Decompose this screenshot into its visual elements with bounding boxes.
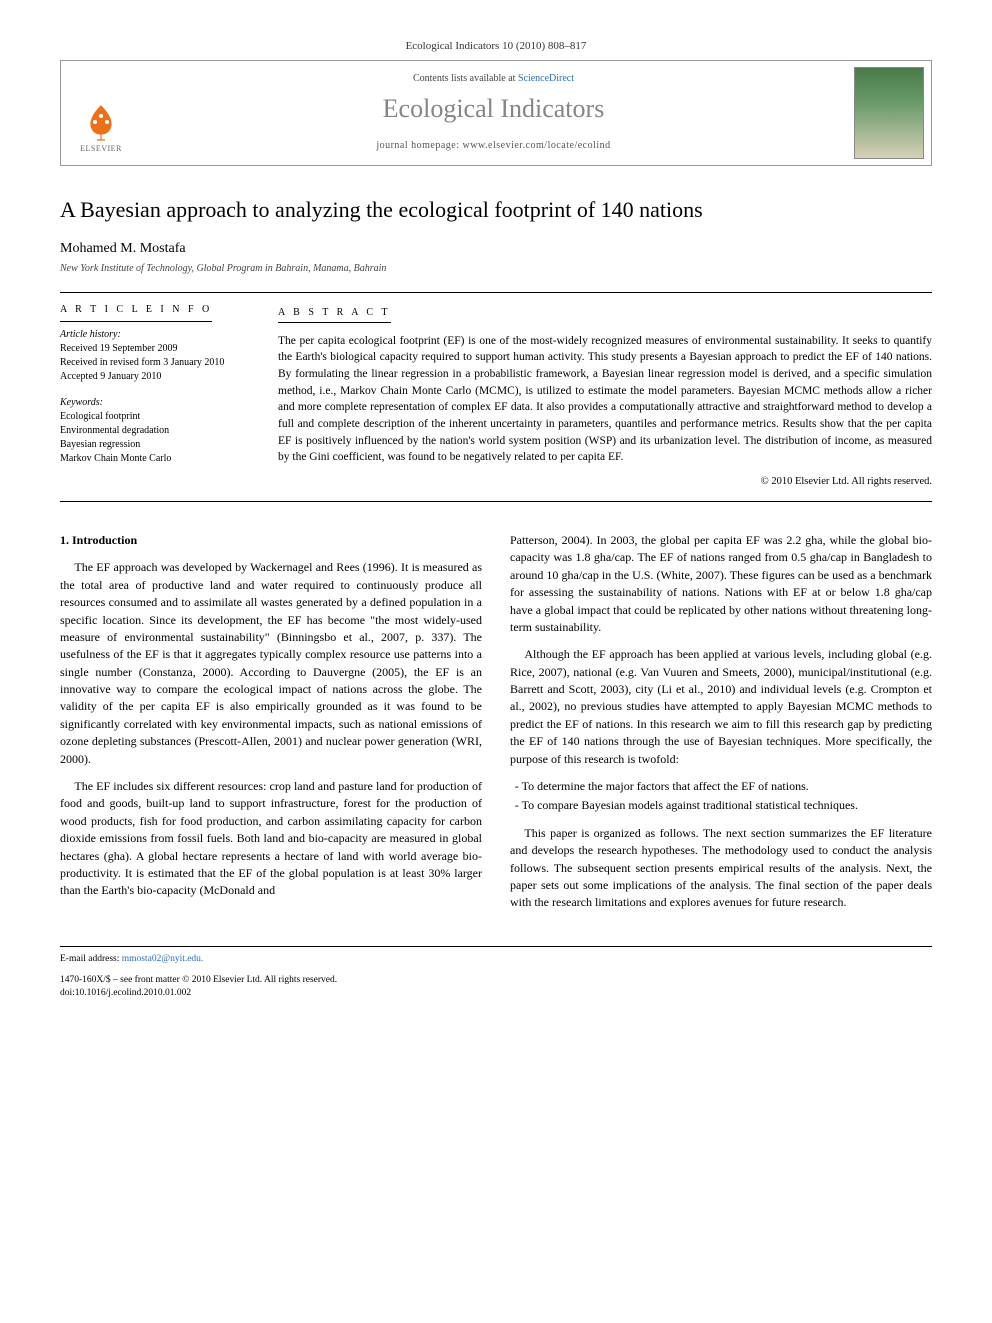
meta-abstract-row: A R T I C L E I N F O Article history: R… xyxy=(60,292,932,502)
keyword-item: Markov Chain Monte Carlo xyxy=(60,452,242,466)
cover-thumbnail-block xyxy=(846,61,931,165)
keywords-label: Keywords: xyxy=(60,396,242,410)
received-date: Received 19 September 2009 xyxy=(60,342,242,356)
body-columns: 1. Introduction The EF approach was deve… xyxy=(60,532,932,922)
homepage-url: www.elsevier.com/locate/ecolind xyxy=(463,140,611,151)
page-footer: E-mail address: mmosta02@nyit.edu. 1470-… xyxy=(60,946,932,1001)
journal-cover-thumbnail xyxy=(854,67,924,159)
body-paragraph: The EF approach was developed by Wackern… xyxy=(60,559,482,768)
doi-line: doi:10.1016/j.ecolind.2010.01.002 xyxy=(60,987,482,1000)
publisher-logo-block: ELSEVIER xyxy=(61,61,141,165)
keyword-item: Environmental degradation xyxy=(60,424,242,438)
author-email[interactable]: mmosta02@nyit.edu. xyxy=(122,954,204,964)
bullet-item: - To determine the major factors that af… xyxy=(510,778,932,795)
sciencedirect-link[interactable]: ScienceDirect xyxy=(518,73,574,84)
purpose-bullet-list: - To determine the major factors that af… xyxy=(510,778,932,815)
keyword-item: Ecological footprint xyxy=(60,410,242,424)
article-info-column: A R T I C L E I N F O Article history: R… xyxy=(60,293,260,501)
section-heading-introduction: 1. Introduction xyxy=(60,532,482,549)
footer-left: E-mail address: mmosta02@nyit.edu. 1470-… xyxy=(60,953,482,1001)
contents-available-line: Contents lists available at ScienceDirec… xyxy=(141,73,846,84)
header-center: Contents lists available at ScienceDirec… xyxy=(141,61,846,165)
article-title: A Bayesian approach to analyzing the eco… xyxy=(60,196,932,225)
body-column-left: 1. Introduction The EF approach was deve… xyxy=(60,532,482,922)
page-root: Ecological Indicators 10 (2010) 808–817 … xyxy=(0,0,992,1041)
author-name: Mohamed M. Mostafa xyxy=(60,241,932,257)
homepage-prefix: journal homepage: xyxy=(376,140,462,151)
accepted-date: Accepted 9 January 2010 xyxy=(60,370,242,384)
contents-prefix: Contents lists available at xyxy=(413,73,518,84)
email-label: E-mail address: xyxy=(60,954,122,964)
article-info-heading: A R T I C L E I N F O xyxy=(60,303,212,322)
abstract-text: The per capita ecological footprint (EF)… xyxy=(278,333,932,466)
keyword-item: Bayesian regression xyxy=(60,438,242,452)
journal-homepage-line: journal homepage: www.elsevier.com/locat… xyxy=(141,140,846,151)
elsevier-tree-icon xyxy=(81,102,121,142)
article-history-block: Article history: Received 19 September 2… xyxy=(60,328,242,384)
keywords-block: Keywords: Ecological footprint Environme… xyxy=(60,396,242,466)
body-paragraph: Patterson, 2004). In 2003, the global pe… xyxy=(510,532,932,636)
journal-header: ELSEVIER Contents lists available at Sci… xyxy=(60,60,932,166)
footer-right xyxy=(510,953,932,1001)
body-paragraph: This paper is organized as follows. The … xyxy=(510,825,932,912)
abstract-copyright: © 2010 Elsevier Ltd. All rights reserved… xyxy=(278,476,932,487)
issn-line: 1470-160X/$ – see front matter © 2010 El… xyxy=(60,974,482,987)
corresponding-email-line: E-mail address: mmosta02@nyit.edu. xyxy=(60,953,482,966)
body-column-right: Patterson, 2004). In 2003, the global pe… xyxy=(510,532,932,922)
elsevier-logo: ELSEVIER xyxy=(71,97,131,157)
body-paragraph: Although the EF approach has been applie… xyxy=(510,646,932,768)
revised-date: Received in revised form 3 January 2010 xyxy=(60,356,242,370)
article-history-label: Article history: xyxy=(60,328,242,342)
author-affiliation: New York Institute of Technology, Global… xyxy=(60,263,932,274)
publisher-name: ELSEVIER xyxy=(80,144,122,153)
abstract-column: A B S T R A C T The per capita ecologica… xyxy=(260,293,932,501)
body-paragraph: The EF includes six different resources:… xyxy=(60,778,482,900)
bullet-item: - To compare Bayesian models against tra… xyxy=(510,797,932,814)
running-head: Ecological Indicators 10 (2010) 808–817 xyxy=(60,40,932,52)
journal-title: Ecological Indicators xyxy=(141,94,846,124)
abstract-heading: A B S T R A C T xyxy=(278,307,391,323)
